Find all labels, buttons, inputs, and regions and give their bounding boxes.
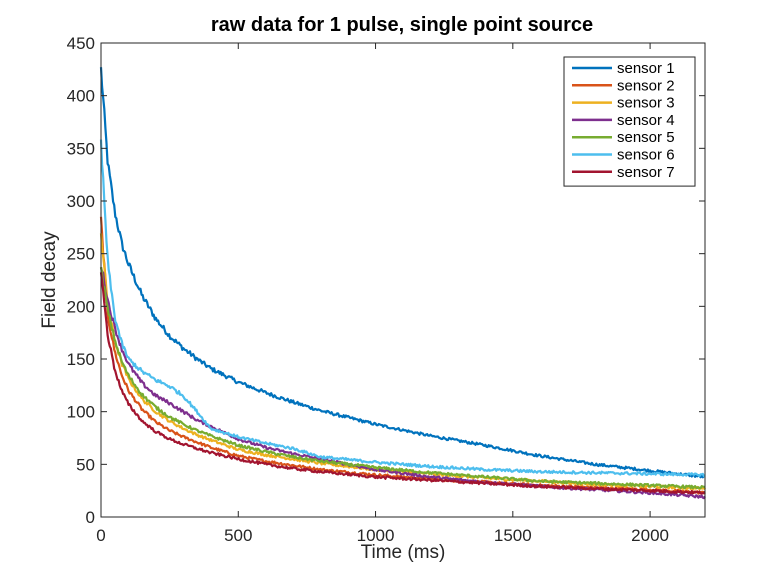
legend-label-2: sensor 2 [617,77,675,94]
y-tick-label: 200 [67,297,95,316]
series-line-7 [99,272,706,495]
axes-box [100,42,706,518]
x-axis-label: Time (ms) [361,542,446,563]
y-tick-label: 100 [67,403,95,422]
x-tick-label: 1500 [494,526,532,545]
y-tick-label: 150 [67,350,95,369]
series-layer [99,67,706,500]
legend-label-1: sensor 1 [617,60,675,77]
y-tick-label: 400 [67,87,95,106]
y-tick-label: 0 [86,508,95,527]
y-axis-label: Field decay [39,231,60,329]
series-line-5 [99,266,706,490]
y-tick-label: 250 [67,245,95,264]
axes-layer: 0 500 1000 1500 2000 0 50 100 150 200 250 300 350 400… [67,34,706,545]
x-tick-label: 0 [96,526,105,545]
y-tick-label: 50 [76,455,95,474]
x-tick-label: 1000 [357,526,395,545]
legend-label-4: sensor 4 [617,112,675,129]
legend-label-6: sensor 6 [617,147,675,164]
legend-label-3: sensor 3 [617,95,675,112]
legend-label-5: sensor 5 [617,129,675,146]
y-tick-label: 300 [67,192,95,211]
series-line-1 [99,67,706,479]
y-tick-label: 450 [67,34,95,53]
y-tick-label: 350 [67,139,95,158]
legend-label-7: sensor 7 [617,164,675,181]
chart-title: raw data for 1 pulse, single point sourc… [211,14,593,36]
series-line-6 [99,139,706,478]
x-tick-label: 500 [224,526,252,545]
legend-box [563,56,696,187]
x-tick-label: 2000 [631,526,669,545]
